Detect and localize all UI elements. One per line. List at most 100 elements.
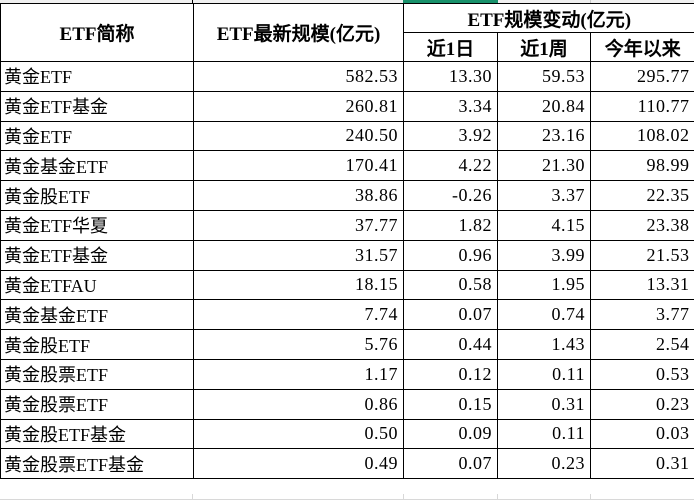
latest-scale-cell[interactable]: 0.86 xyxy=(193,388,404,420)
change-1w-cell[interactable]: 0.31 xyxy=(497,388,591,420)
change-1w-cell[interactable]: 3.99 xyxy=(497,239,591,271)
table-row: 黄金股ETF 5.76 0.44 1.43 2.54 xyxy=(0,329,694,360)
change-1w-cell[interactable]: 20.84 xyxy=(497,90,591,122)
change-1d-cell[interactable]: 3.92 xyxy=(403,120,498,152)
gridline-stub-top xyxy=(590,0,591,3)
change-ytd-cell[interactable]: 0.03 xyxy=(589,418,694,450)
change-1d-cell[interactable]: 0.07 xyxy=(403,448,498,480)
table-row: 黄金ETFAU 18.15 0.58 1.95 13.31 xyxy=(0,269,694,301)
change-ytd-cell[interactable]: 23.38 xyxy=(589,209,694,241)
change-1w-cell[interactable]: 21.30 xyxy=(497,150,591,182)
table-row: 黄金ETF 240.50 3.92 23.16 108.02 xyxy=(0,120,694,152)
change-1d-cell[interactable]: -0.26 xyxy=(403,180,498,211)
change-1w-cell[interactable]: 59.53 xyxy=(497,61,591,92)
table-row: 黄金股ETF基金 0.50 0.09 0.11 0.03 xyxy=(0,418,694,450)
etf-name-cell[interactable]: 黄金ETF华夏 xyxy=(0,209,194,241)
change-1w-cell[interactable]: 3.37 xyxy=(497,180,591,211)
header-etf-name[interactable]: ETF简称 xyxy=(0,3,194,62)
latest-scale-cell[interactable]: 0.49 xyxy=(193,448,404,480)
table-row: 黄金股票ETF 0.86 0.15 0.31 0.23 xyxy=(0,388,694,420)
change-1w-cell[interactable]: 1.43 xyxy=(497,329,591,360)
etf-name-cell[interactable]: 黄金基金ETF xyxy=(0,299,194,331)
latest-scale-cell[interactable]: 0.50 xyxy=(193,418,404,450)
change-1d-cell[interactable]: 0.12 xyxy=(403,358,498,390)
table-row: 黄金ETF 582.53 13.30 59.53 295.77 xyxy=(0,61,694,92)
change-ytd-cell[interactable]: 13.31 xyxy=(589,269,694,301)
change-1d-cell[interactable]: 0.44 xyxy=(403,329,498,360)
change-1d-cell[interactable]: 3.34 xyxy=(403,90,498,122)
change-1d-cell[interactable]: 4.22 xyxy=(403,150,498,182)
header-change-1d[interactable]: 近1日 xyxy=(403,32,498,62)
table-row: 黄金ETF基金 260.81 3.34 20.84 110.77 xyxy=(0,90,694,122)
latest-scale-cell[interactable]: 170.41 xyxy=(193,150,404,182)
latest-scale-cell[interactable]: 240.50 xyxy=(193,120,404,152)
change-ytd-cell[interactable]: 108.02 xyxy=(589,120,694,152)
etf-name-cell[interactable]: 黄金股ETF基金 xyxy=(0,418,194,450)
etf-name-cell[interactable]: 黄金基金ETF xyxy=(0,150,194,182)
change-ytd-cell[interactable]: 22.35 xyxy=(589,180,694,211)
latest-scale-cell[interactable]: 18.15 xyxy=(193,269,404,301)
latest-scale-cell[interactable]: 1.17 xyxy=(193,358,404,390)
etf-name-cell[interactable]: 黄金股票ETF xyxy=(0,388,194,420)
change-ytd-cell[interactable]: 98.99 xyxy=(589,150,694,182)
change-1w-cell[interactable]: 0.11 xyxy=(497,418,591,450)
table-row: 黄金股ETF 38.86 -0.26 3.37 22.35 xyxy=(0,180,694,211)
change-1w-cell[interactable]: 23.16 xyxy=(497,120,591,152)
change-1d-cell[interactable]: 13.30 xyxy=(403,61,498,92)
change-1w-cell[interactable]: 0.74 xyxy=(497,299,591,331)
gridline-below-table xyxy=(0,499,694,500)
etf-name-cell[interactable]: 黄金股票ETF基金 xyxy=(0,448,194,480)
change-ytd-cell[interactable]: 2.54 xyxy=(589,329,694,360)
gridline-stub-bottom xyxy=(403,494,404,500)
change-ytd-cell[interactable]: 295.77 xyxy=(589,61,694,92)
change-1d-cell[interactable]: 0.58 xyxy=(403,269,498,301)
selection-accent-bar xyxy=(403,0,498,4)
latest-scale-cell[interactable]: 260.81 xyxy=(193,90,404,122)
etf-name-cell[interactable]: 黄金股票ETF xyxy=(0,358,194,390)
etf-name-cell[interactable]: 黄金ETFAU xyxy=(0,269,194,301)
table-row: 黄金ETF基金 31.57 0.96 3.99 21.53 xyxy=(0,239,694,271)
change-1w-cell[interactable]: 1.95 xyxy=(497,269,591,301)
change-ytd-cell[interactable]: 0.23 xyxy=(589,388,694,420)
header-change-1w[interactable]: 近1周 xyxy=(497,32,591,62)
change-1w-cell[interactable]: 4.15 xyxy=(497,209,591,241)
change-ytd-cell[interactable]: 3.77 xyxy=(589,299,694,331)
table-row: 黄金基金ETF 7.74 0.07 0.74 3.77 xyxy=(0,299,694,331)
change-ytd-cell[interactable]: 0.53 xyxy=(589,358,694,390)
table-row: 黄金股票ETF 1.17 0.12 0.11 0.53 xyxy=(0,358,694,390)
latest-scale-cell[interactable]: 37.77 xyxy=(193,209,404,241)
latest-scale-cell[interactable]: 38.86 xyxy=(193,180,404,211)
etf-name-cell[interactable]: 黄金股ETF xyxy=(0,329,194,360)
change-1w-cell[interactable]: 0.11 xyxy=(497,358,591,390)
table-row: 黄金基金ETF 170.41 4.22 21.30 98.99 xyxy=(0,150,694,182)
etf-name-cell[interactable]: 黄金ETF基金 xyxy=(0,90,194,122)
change-ytd-cell[interactable]: 110.77 xyxy=(589,90,694,122)
latest-scale-cell[interactable]: 582.53 xyxy=(193,61,404,92)
change-1d-cell[interactable]: 1.82 xyxy=(403,209,498,241)
header-latest-scale[interactable]: ETF最新规模(亿元) xyxy=(193,3,404,62)
change-ytd-cell[interactable]: 21.53 xyxy=(589,239,694,271)
etf-name-cell[interactable]: 黄金ETF基金 xyxy=(0,239,194,271)
header-change-group[interactable]: ETF规模变动(亿元) xyxy=(402,3,694,33)
change-ytd-cell[interactable]: 0.31 xyxy=(589,448,694,480)
change-1w-cell[interactable]: 0.23 xyxy=(497,448,591,480)
latest-scale-cell[interactable]: 7.74 xyxy=(193,299,404,331)
etf-name-cell[interactable]: 黄金ETF xyxy=(0,120,194,152)
change-1d-cell[interactable]: 0.96 xyxy=(403,239,498,271)
latest-scale-cell[interactable]: 5.76 xyxy=(193,329,404,360)
row-above-sliver xyxy=(0,0,694,3)
gridline-stub-bottom xyxy=(192,494,193,500)
etf-name-cell[interactable]: 黄金股ETF xyxy=(0,180,194,211)
change-1d-cell[interactable]: 0.07 xyxy=(403,299,498,331)
etf-name-cell[interactable]: 黄金ETF xyxy=(0,61,194,92)
gridline-stub-top xyxy=(192,0,193,3)
table-header: ETF简称 ETF最新规模(亿元) ETF规模变动(亿元) 近1日 近1周 今年… xyxy=(0,3,694,62)
latest-scale-cell[interactable]: 31.57 xyxy=(193,239,404,271)
change-1d-cell[interactable]: 0.15 xyxy=(403,388,498,420)
gridline-stub-bottom xyxy=(590,494,591,500)
header-change-ytd[interactable]: 今年以来 xyxy=(589,32,694,62)
change-1d-cell[interactable]: 0.09 xyxy=(403,418,498,450)
gridline-stub-bottom xyxy=(497,494,498,500)
table-row: 黄金股票ETF基金 0.49 0.07 0.23 0.31 xyxy=(0,448,694,480)
